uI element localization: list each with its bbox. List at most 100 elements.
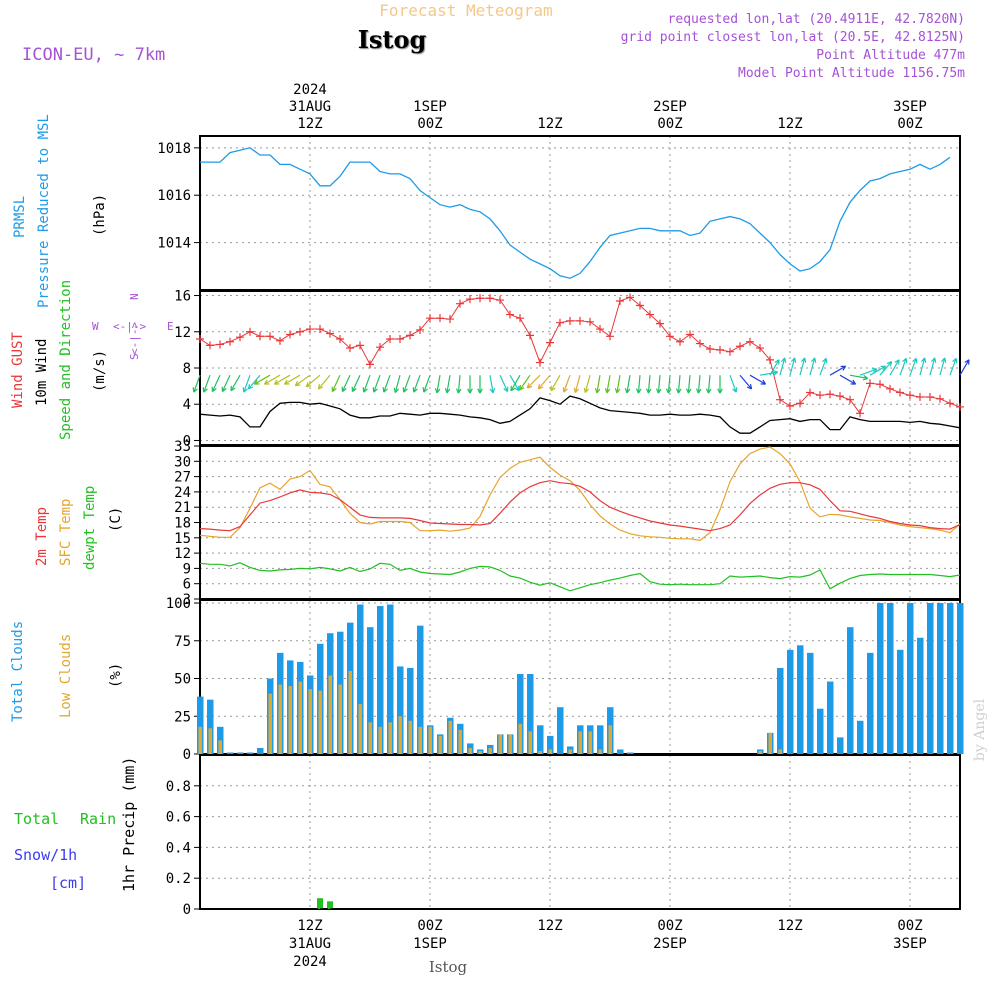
low-cloud-bar	[538, 750, 542, 754]
y-tick-label: 12	[174, 546, 191, 562]
total-cloud-bar	[827, 681, 834, 754]
gust-marker	[956, 402, 964, 411]
low-cloud-bar	[448, 720, 452, 754]
total-cloud-bar	[407, 667, 414, 754]
gust-marker	[776, 395, 784, 404]
y-tick-label: 75	[174, 634, 191, 650]
time-label-bottom: 1SEP	[413, 936, 447, 952]
y-tick-label: 3	[183, 592, 191, 608]
total-cloud-bar	[387, 604, 394, 754]
total-cloud-bar	[947, 603, 954, 754]
wind-direction-arrow	[949, 357, 958, 376]
gust-marker	[736, 342, 744, 351]
gust-marker	[406, 331, 414, 340]
precip-total-label: Total	[14, 810, 59, 828]
wind-direction-arrow	[939, 357, 947, 376]
temp-dew-label: dewpt Temp	[82, 486, 98, 570]
total-cloud-bar	[877, 603, 884, 754]
wind-direction-arrow	[294, 374, 311, 387]
wind-direction-arrow	[422, 374, 431, 393]
wind-direction-arrow	[202, 374, 211, 393]
total-cloud-bar	[397, 666, 404, 754]
total-cloud-bar	[937, 603, 944, 754]
wind-direction-arrow	[645, 375, 652, 394]
gust-marker	[906, 391, 914, 400]
gust-marker	[296, 327, 304, 336]
wind-direction-arrow	[624, 375, 631, 394]
temp-unit: (C)	[108, 507, 124, 532]
gust-marker	[446, 315, 454, 324]
y-tick-label: 12	[174, 325, 191, 341]
low-cloud-bar	[518, 723, 522, 754]
time-label-top: 12Z	[297, 116, 322, 132]
wind-unit: (m/s)	[92, 350, 108, 392]
wind-direction-arrow	[759, 370, 779, 376]
y-tick-label: 0	[183, 902, 191, 918]
sfc-temp-line	[199, 446, 961, 542]
y-tick-label: 21	[174, 500, 191, 516]
wind-direction-arrow	[879, 360, 893, 376]
wind-direction-arrow	[273, 374, 291, 385]
total-cloud-bar	[927, 603, 934, 754]
y-tick-label: 16	[174, 289, 191, 305]
wind-direction-arrow	[717, 375, 723, 394]
wind-direction-arrow	[749, 374, 767, 385]
precip-snow-label: Snow/1h	[14, 846, 77, 864]
wind-direction-arrow	[253, 374, 271, 385]
gust-marker	[486, 294, 494, 303]
low-cloud-bar	[528, 731, 532, 754]
gust-marker	[886, 384, 894, 393]
wind-direction-arrow	[685, 375, 692, 394]
wind-direction-arrow	[402, 374, 411, 393]
gust-marker	[876, 380, 884, 389]
low-cloud-bar	[398, 716, 402, 754]
wind-direction-arrow	[393, 375, 401, 393]
wind-direction-arrow	[614, 375, 621, 394]
total-cloud-bar	[867, 652, 874, 754]
rain-bar	[317, 898, 323, 909]
wind-direction-arrow	[211, 374, 221, 393]
wind-direction-arrow	[331, 374, 341, 393]
pressure-unit: (hPa)	[92, 194, 108, 236]
time-label-top: 00Z	[897, 116, 922, 132]
wind-direction-arrow	[341, 374, 351, 393]
gust-marker	[276, 336, 284, 345]
total-cloud-bar	[847, 627, 854, 754]
low-cloud-bar	[348, 670, 352, 754]
low-cloud-bar	[388, 722, 392, 754]
wind-direction-arrow	[929, 357, 937, 376]
y-tick-label: 0.6	[166, 810, 191, 826]
gust-marker	[896, 388, 904, 397]
gust-marker	[366, 360, 374, 369]
time-label-top: 1SEP	[413, 99, 447, 115]
gust-marker	[426, 314, 434, 323]
wind-direction-arrow	[562, 374, 571, 393]
low-cloud-bar	[498, 734, 502, 754]
wind-direction-arrow	[283, 374, 301, 385]
gust-marker	[536, 358, 544, 367]
time-label-bottom: 12Z	[297, 918, 322, 934]
wind-direction-arrow	[635, 375, 642, 394]
gust-marker	[846, 395, 854, 404]
supertitle: Forecast Meteogram	[379, 1, 552, 20]
wind-direction-arrow	[537, 374, 551, 390]
y-tick-label: 0.4	[166, 840, 191, 856]
total-cloud-bar	[247, 752, 254, 754]
gust-marker	[726, 347, 734, 356]
total-cloud-bar	[597, 725, 604, 754]
gust-marker	[646, 310, 654, 319]
total-cloud-bar	[787, 649, 794, 754]
wind-direction-arrow	[362, 374, 371, 393]
gust-marker	[256, 332, 264, 341]
y-tick-label: 6	[183, 577, 191, 593]
low-cloud-bar	[418, 726, 422, 754]
cloud-unit: (%)	[108, 663, 124, 688]
gust-marker	[356, 341, 364, 350]
wind-direction-arrow	[665, 375, 672, 394]
gust-marker	[336, 335, 344, 344]
wind-direction-arrow	[675, 375, 682, 394]
wind-direction-arrow	[839, 374, 857, 385]
wind-direction-arrow	[467, 375, 473, 394]
gust-marker	[826, 390, 834, 399]
y-tick-label: 8	[183, 361, 191, 377]
